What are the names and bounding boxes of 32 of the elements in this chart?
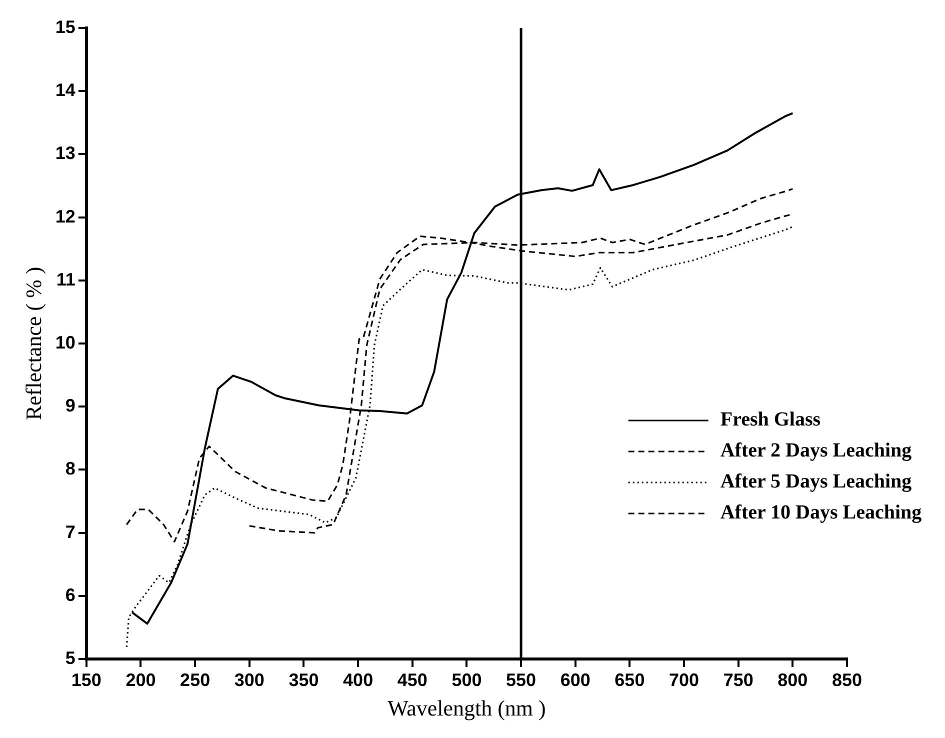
y-tick-label: 7 <box>65 522 76 542</box>
x-tick-label: 300 <box>234 670 264 690</box>
y-tick-label: 5 <box>65 648 76 668</box>
x-tick-label: 800 <box>778 670 808 690</box>
x-tick-label: 200 <box>126 670 156 690</box>
y-tick-label: 13 <box>55 143 76 164</box>
y-tick-label: 11 <box>56 269 76 290</box>
y-tick-label: 15 <box>55 16 76 37</box>
legend-label: After 5 Days Leaching <box>720 470 912 493</box>
x-tick-label: 700 <box>668 670 700 690</box>
x-tick-label: 500 <box>452 670 482 690</box>
x-axis-title: Wavelength (nm ) <box>388 696 546 721</box>
x-tick-label: 600 <box>560 670 590 690</box>
x-tick-label: 450 <box>397 670 428 690</box>
y-tick-label: 10 <box>55 332 76 352</box>
y-axis-title: Reflectance ( % ) <box>20 266 46 420</box>
y-tick-label: 9 <box>65 396 76 416</box>
y-tick-label: 12 <box>55 206 76 226</box>
y-tick-label: 14 <box>55 80 76 100</box>
x-tick-label: 650 <box>614 670 645 690</box>
x-tick-label: 250 <box>180 670 210 690</box>
y-tick-label: 6 <box>65 584 76 605</box>
legend-label: Fresh Glass <box>720 408 821 431</box>
legend-label: After 2 Days Leaching <box>720 440 912 462</box>
x-tick-label: 350 <box>288 670 319 690</box>
x-tick-label: 550 <box>506 670 536 690</box>
y-tick-label: 8 <box>65 458 76 479</box>
x-tick-label: 850 <box>832 670 862 690</box>
x-tick-label: 150 <box>71 670 102 690</box>
legend-label: After 10 Days Leaching <box>720 502 922 524</box>
x-tick-label: 750 <box>723 670 754 690</box>
x-tick-label: 400 <box>343 670 374 690</box>
